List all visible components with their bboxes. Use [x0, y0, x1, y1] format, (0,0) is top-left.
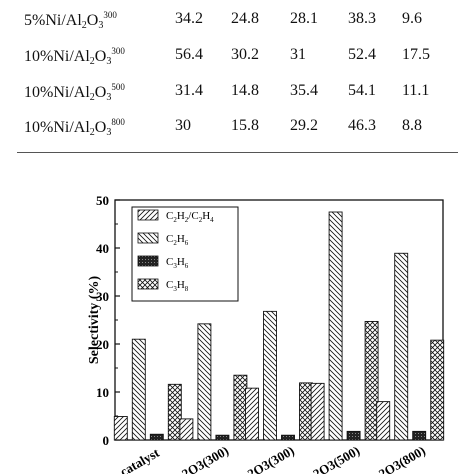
y-tick-label: 10 — [96, 385, 109, 400]
catalyst-name: 10%Ni/Al2O3800 — [24, 117, 125, 138]
legend-label: C3H6 — [166, 256, 189, 270]
table-cell: 56.4 — [175, 46, 203, 63]
table-cell: 46.3 — [348, 117, 376, 134]
table-cell: 30 — [175, 117, 191, 134]
legend-label: C3H8 — [166, 279, 189, 293]
table-cell: 30.2 — [231, 46, 259, 63]
bar — [215, 434, 230, 441]
table-cell: 11.1 — [402, 82, 430, 99]
bar — [328, 211, 343, 441]
x-axis: catalyst 2O3(300) 2O3(300) 2O3(500) 2O3(800) — [117, 443, 428, 474]
bar — [364, 320, 379, 441]
bar — [299, 382, 313, 441]
legend-item: C3H6 — [137, 255, 189, 270]
y-tick-label: 20 — [96, 337, 109, 352]
bar — [167, 383, 182, 441]
y-tick-label: 40 — [96, 241, 109, 256]
table-row: 10%Ni/Al2O3500 31.4 14.8 35.4 54.1 11.1 — [0, 82, 474, 118]
table-cell: 35.4 — [290, 82, 318, 99]
catalyst-name: 10%Ni/Al2O3500 — [24, 82, 125, 103]
y-tick-label: 30 — [96, 289, 109, 304]
bar — [263, 310, 277, 441]
legend-item: C2H2/C2H4 — [137, 209, 214, 224]
legend-label: C2H2/C2H4 — [166, 210, 214, 224]
x-tick-label: 2O3(300) — [245, 443, 297, 474]
y-tick-label: 0 — [103, 433, 110, 448]
catalyst-name: 10%Ni/Al2O3300 — [24, 46, 125, 67]
y-axis-label: Selectivity (%) — [87, 276, 102, 365]
bar — [310, 382, 325, 441]
bar — [197, 323, 212, 441]
bar — [113, 416, 128, 441]
bar — [394, 252, 409, 441]
bars-group — [113, 211, 445, 441]
table-cell: 28.1 — [290, 10, 318, 27]
table-cell: 34.2 — [175, 10, 203, 27]
table-cell: 31 — [290, 46, 306, 63]
table-bottom-rule — [17, 152, 458, 153]
bar — [179, 418, 194, 441]
legend-swatch — [137, 255, 159, 267]
legend-item: C2H6 — [137, 232, 189, 247]
bar — [149, 433, 164, 441]
legend-item: C3H8 — [137, 278, 189, 293]
y-axis: 0 10 20 30 40 50 — [96, 193, 120, 448]
catalyst-name: 5%Ni/Al2O3300 — [24, 10, 117, 31]
table-cell: 52.4 — [348, 46, 376, 63]
table-cell: 29.2 — [290, 117, 318, 134]
table-cell: 24.8 — [231, 10, 259, 27]
bar — [233, 374, 248, 441]
bar — [346, 430, 361, 441]
bar — [281, 434, 295, 441]
bar — [376, 401, 391, 441]
bar — [430, 339, 445, 441]
x-tick-label: catalyst — [117, 445, 162, 474]
legend-swatch — [137, 209, 159, 221]
table-cell: 14.8 — [231, 82, 259, 99]
legend-label: C2H6 — [166, 233, 189, 247]
table-row: 10%Ni/Al2O3800 30 15.8 29.2 46.3 8.8 — [0, 117, 474, 153]
legend: C2H2/C2H4 C2H6 C3H6 C3H8 — [131, 206, 239, 302]
table-cell: 8.8 — [402, 117, 422, 134]
legend-swatch — [137, 278, 159, 290]
y-tick-label: 50 — [96, 193, 109, 208]
bar — [412, 430, 427, 441]
table-cell: 15.8 — [231, 117, 259, 134]
table-cell: 31.4 — [175, 82, 203, 99]
x-tick-label: 2O3(500) — [310, 443, 362, 474]
x-tick-label: 2O3(300) — [179, 443, 231, 474]
bar — [245, 387, 259, 441]
table-cell: 9.6 — [402, 10, 422, 27]
x-tick-label: 2O3(800) — [376, 443, 428, 474]
table-row: 5%Ni/Al2O3300 34.2 24.8 28.1 38.3 9.6 — [0, 10, 474, 46]
table-cell: 54.1 — [348, 82, 376, 99]
legend-swatch — [137, 232, 159, 244]
table-row: 10%Ni/Al2O3300 56.4 30.2 31 52.4 17.5 — [0, 46, 474, 82]
table-cell: 17.5 — [402, 46, 430, 63]
bar — [131, 338, 146, 441]
table-cell: 38.3 — [348, 10, 376, 27]
